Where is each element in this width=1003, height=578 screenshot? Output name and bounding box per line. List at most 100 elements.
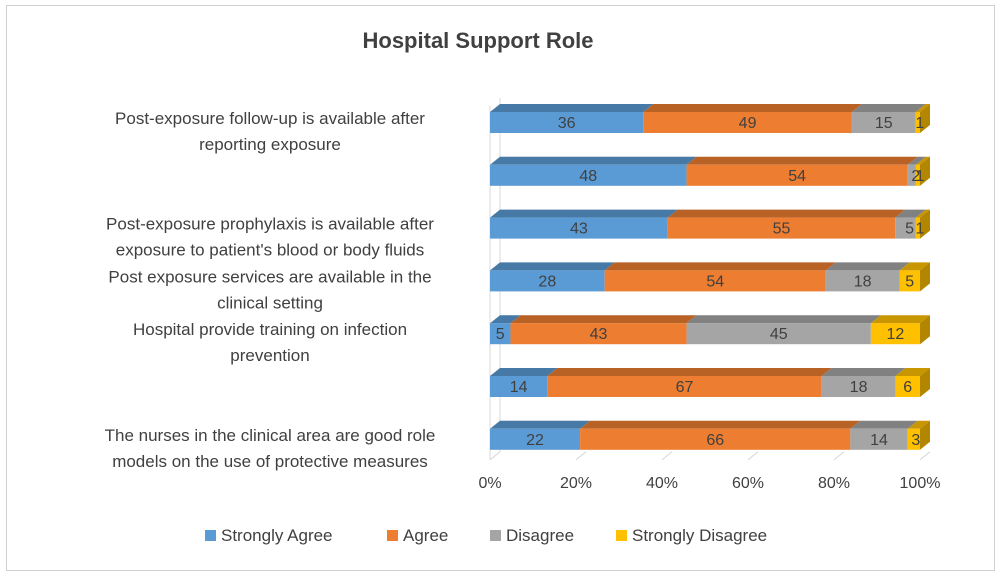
data-label: 28 xyxy=(538,273,556,290)
bar-segment xyxy=(686,156,918,186)
legend-swatch xyxy=(205,530,216,541)
bar-segment xyxy=(490,420,591,450)
category-labels: Post-exposure follow-up is available aft… xyxy=(105,109,436,471)
data-label: 15 xyxy=(875,115,893,132)
legend-swatch xyxy=(387,530,398,541)
data-label: 22 xyxy=(526,432,544,449)
legend-item: Disagree xyxy=(490,526,574,545)
bar-segment xyxy=(604,262,836,292)
data-label: 5 xyxy=(905,273,914,290)
legend-label: Strongly Agree xyxy=(221,526,333,545)
data-label: 1 xyxy=(915,115,924,132)
category-label: models on the use of protective measures xyxy=(112,452,428,471)
bar-segment xyxy=(895,209,926,239)
legend-label: Disagree xyxy=(506,526,574,545)
bar-side-face xyxy=(920,209,930,239)
category-label: Hospital provide training on infection xyxy=(133,320,407,339)
legend-item: Strongly Disagree xyxy=(616,526,767,545)
bar-segment xyxy=(895,368,930,397)
legend-swatch xyxy=(616,530,627,541)
category-label: Post exposure services are available in … xyxy=(108,267,431,286)
bar-segment xyxy=(580,420,861,450)
category-label: prevention xyxy=(230,346,309,365)
x-gridline xyxy=(661,451,673,461)
bar-segment xyxy=(825,262,910,292)
legend-item: Agree xyxy=(387,526,448,545)
data-label: 54 xyxy=(788,168,806,185)
data-label: 66 xyxy=(706,432,724,449)
bar-side-face xyxy=(920,156,930,186)
data-label: 3 xyxy=(911,432,920,449)
category-label: exposure to patient's blood or body flui… xyxy=(116,241,425,260)
bar-side-face xyxy=(920,368,930,397)
data-label: 67 xyxy=(676,379,694,396)
data-label: 36 xyxy=(558,115,576,132)
category-label: The nurses in the clinical area are good… xyxy=(105,426,436,445)
chart-title: Hospital Support Role xyxy=(363,28,594,53)
data-label: 2 xyxy=(911,168,920,185)
x-tick-label: 40% xyxy=(646,475,678,492)
category-label: Post-exposure follow-up is available aft… xyxy=(115,109,425,128)
bar-segment xyxy=(851,104,926,133)
bar-segment xyxy=(547,368,832,397)
legend-label: Agree xyxy=(403,526,448,545)
x-gridline xyxy=(919,451,931,461)
bar-segment xyxy=(667,209,906,239)
category-label: clinical setting xyxy=(217,293,323,312)
x-gridline xyxy=(747,451,759,461)
data-label: 12 xyxy=(887,326,905,343)
data-label: 54 xyxy=(706,273,724,290)
data-label: 14 xyxy=(510,379,528,396)
data-label: 43 xyxy=(590,326,608,343)
x-tick-label: 0% xyxy=(478,475,501,492)
bar-side-face xyxy=(920,262,930,292)
x-tick-label: 20% xyxy=(560,475,592,492)
data-label: 1 xyxy=(915,221,924,238)
x-tick-label: 80% xyxy=(818,475,850,492)
data-label: 48 xyxy=(579,168,597,185)
data-label: 5 xyxy=(905,221,914,238)
bar-segment xyxy=(915,209,930,239)
legend-swatch xyxy=(490,530,501,541)
category-label: reporting exposure xyxy=(199,135,341,154)
x-tick-label: 60% xyxy=(732,475,764,492)
data-label: 1 xyxy=(915,168,924,185)
x-gridline xyxy=(575,451,587,461)
data-label: 14 xyxy=(870,432,888,449)
bar-segment xyxy=(915,156,930,186)
bar-segment xyxy=(490,156,697,186)
bar-segment xyxy=(907,420,930,450)
legend-item: Strongly Agree xyxy=(205,526,333,545)
data-label: 5 xyxy=(496,326,505,343)
x-gridline xyxy=(833,451,845,461)
bar-side-face xyxy=(920,104,930,133)
data-label: 18 xyxy=(854,273,872,290)
bar-segment xyxy=(510,315,697,345)
bar-segment xyxy=(907,156,926,186)
bar-segment xyxy=(915,104,930,133)
bar-segment xyxy=(850,420,918,450)
bar-segment xyxy=(821,368,906,397)
data-label: 18 xyxy=(850,379,868,396)
bar-segment xyxy=(870,315,930,345)
x-tick-label: 100% xyxy=(900,475,941,492)
bar-segment xyxy=(899,262,930,292)
data-label: 6 xyxy=(903,379,912,396)
bar-segment xyxy=(490,262,615,292)
data-label: 43 xyxy=(570,221,588,238)
bar-segment xyxy=(686,315,881,345)
legend-label: Strongly Disagree xyxy=(632,526,767,545)
bar-segment xyxy=(643,104,862,133)
x-gridline xyxy=(489,451,501,461)
data-label: 49 xyxy=(739,115,757,132)
bar-side-face xyxy=(920,420,930,450)
data-label: 45 xyxy=(770,326,788,343)
bar-segment xyxy=(490,315,521,345)
bar-segment xyxy=(490,104,654,133)
data-label: 55 xyxy=(773,221,791,238)
legend: Strongly Agree Agree Disagree Strongly Disa… xyxy=(205,526,767,545)
bar-side-face xyxy=(920,315,930,345)
bar-segment xyxy=(490,368,558,397)
